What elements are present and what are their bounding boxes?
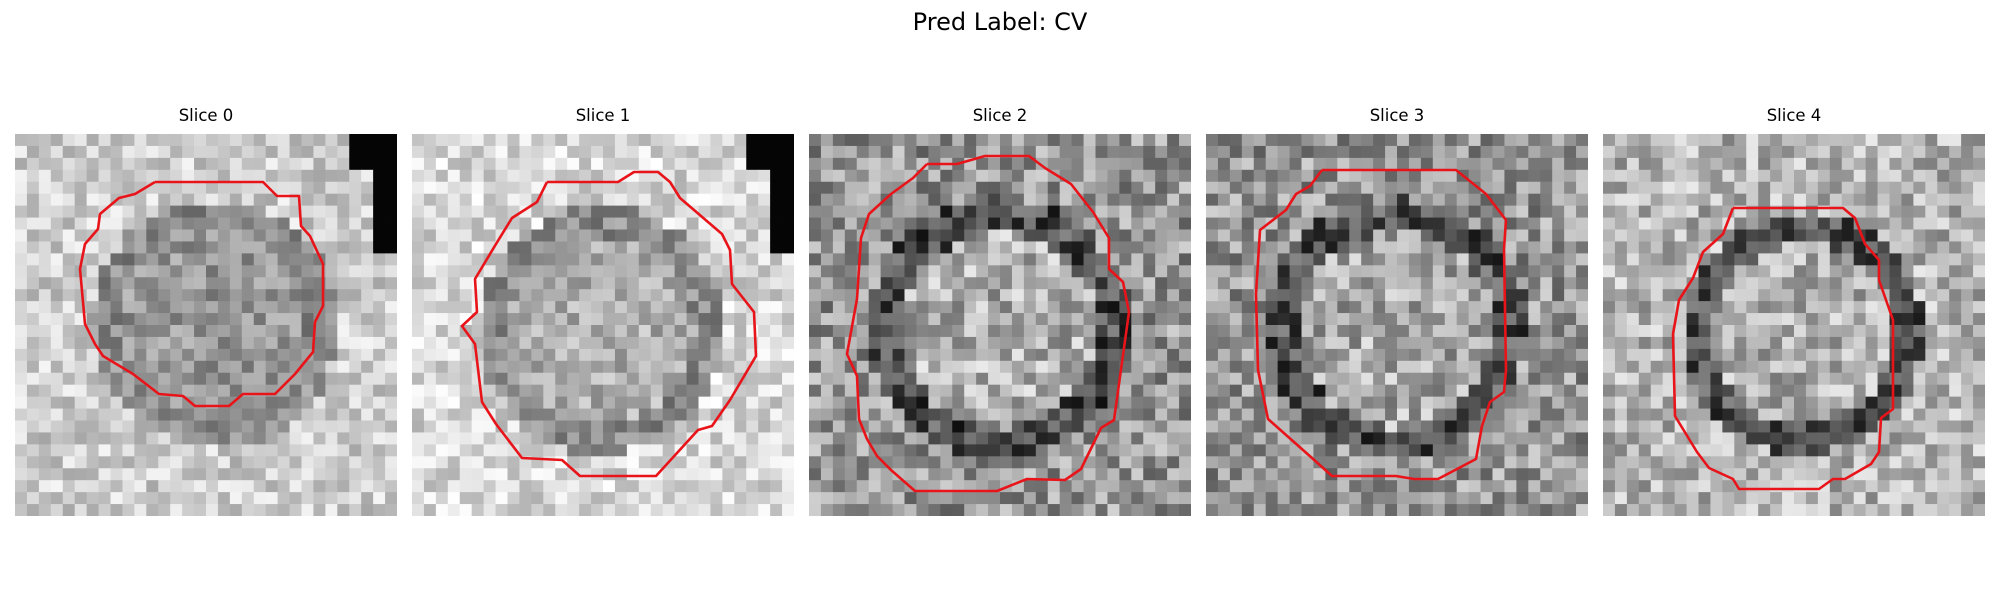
slice-image-1: [412, 134, 794, 516]
segmentation-contour: [1254, 168, 1508, 481]
slice-title-1: Slice 1: [575, 106, 631, 125]
pixel-grid: [15, 134, 397, 516]
segmentation-contour: [845, 154, 1131, 493]
slice-panel-1: Slice 1: [412, 106, 794, 516]
slice-panel-4: Slice 4: [1603, 106, 1985, 516]
slice-panel-0: Slice 0: [15, 106, 397, 516]
figure-title: Pred Label: CV: [912, 8, 1088, 36]
pixel-grid: [412, 134, 794, 516]
slice-title-2: Slice 2: [972, 106, 1028, 125]
segmentation-contour: [1671, 206, 1895, 491]
slice-panel-3: Slice 3: [1206, 106, 1588, 516]
pixel-grid: [809, 134, 1191, 516]
slice-image-0: [15, 134, 397, 516]
segmentation-contour: [460, 170, 758, 478]
slice-title-4: Slice 4: [1766, 106, 1822, 125]
slice-image-3: [1206, 134, 1588, 516]
pixel-grid: [1206, 134, 1588, 516]
segmentation-contour: [78, 180, 325, 408]
slice-image-4: [1603, 134, 1985, 516]
slice-image-2: [809, 134, 1191, 516]
slice-title-0: Slice 0: [178, 106, 234, 125]
pixel-grid: [1603, 134, 1985, 516]
slice-title-3: Slice 3: [1369, 106, 1425, 125]
slice-panel-2: Slice 2: [809, 106, 1191, 516]
